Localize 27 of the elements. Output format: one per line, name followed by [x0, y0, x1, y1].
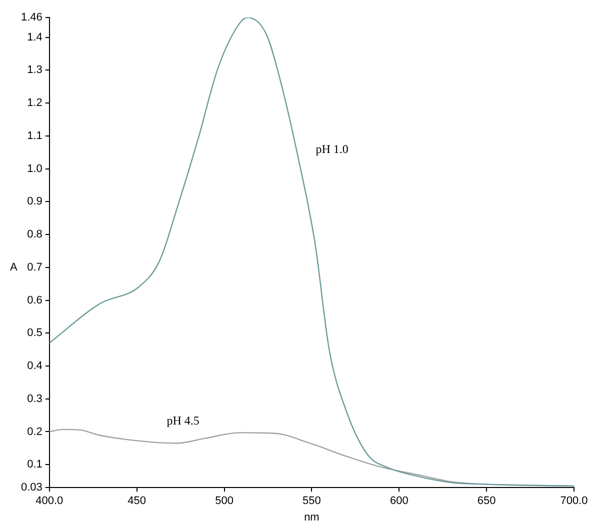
y-tick-label: 0.4 [27, 360, 42, 372]
x-tick-label: 700.0 [560, 495, 588, 508]
x-tick-label: 500 [215, 495, 234, 508]
x-tick-label: 450 [128, 495, 146, 508]
series-label: pH 1.0 [316, 142, 348, 156]
y-tick-label: 1.2 [27, 97, 42, 110]
y-tick-label: 1.46 [20, 12, 42, 24]
y-tick-label: 1.1 [27, 130, 42, 142]
y-tick-label: 0.7 [27, 261, 42, 274]
x-tick-label: 650 [477, 495, 496, 508]
y-tick-label: 0.1 [27, 458, 42, 471]
x-tick-label: 400.0 [36, 495, 64, 508]
y-tick-label: 1.4 [27, 31, 42, 44]
y-tick-label: 0.8 [27, 228, 42, 241]
y-tick-label: 0.5 [27, 327, 42, 340]
series-label: pH 4.5 [166, 413, 200, 428]
x-tick-label: 550 [302, 495, 321, 508]
y-tick-label: 1.3 [27, 64, 42, 76]
y-tick-label: 0.03 [20, 482, 42, 494]
x-axis-title: nm [304, 511, 320, 524]
y-tick-label: 0.6 [27, 294, 42, 306]
y-tick-label: 0.9 [27, 196, 42, 208]
y-tick-label: 0.3 [27, 392, 42, 405]
y-tick-label: 1.0 [27, 162, 42, 175]
y-axis-title: A [10, 261, 18, 274]
y-tick-label: 0.2 [27, 426, 42, 438]
x-tick-label: 600 [390, 495, 408, 508]
